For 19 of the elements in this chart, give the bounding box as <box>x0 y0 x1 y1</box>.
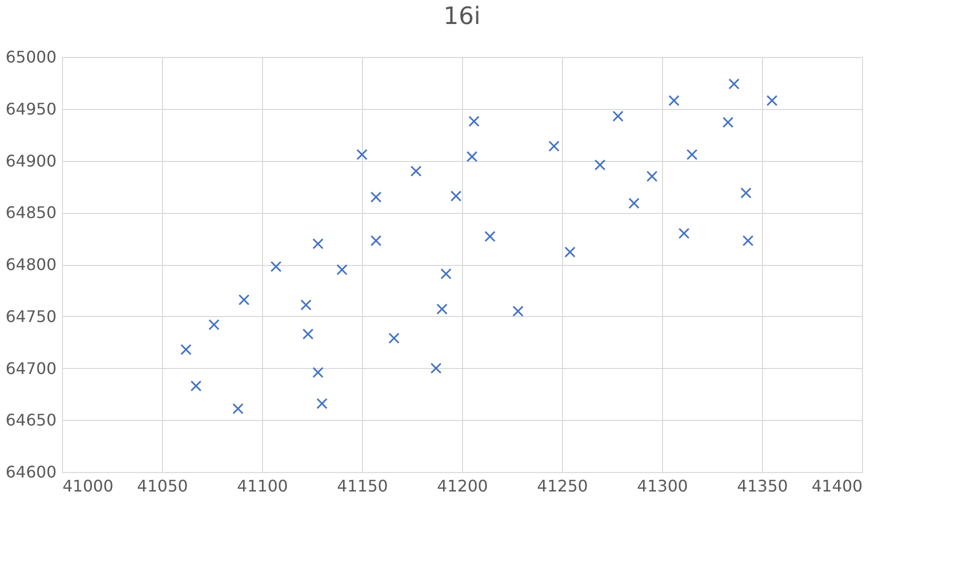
y-tick-label: 64700 <box>6 358 56 378</box>
x-tick-label: 41250 <box>537 476 588 496</box>
y-tick-label: 64750 <box>6 306 56 326</box>
y-tick-label: 65000 <box>6 48 56 66</box>
y-tick-label: 64900 <box>6 151 56 170</box>
x-tick-label: 41350 <box>737 476 788 496</box>
x-tick-label: 41400 <box>812 476 862 496</box>
x-tick-label: 41100 <box>237 476 288 496</box>
x-tick-label: 41300 <box>637 476 688 496</box>
y-tick-label: 64850 <box>6 203 56 222</box>
y-tick-label: 64950 <box>6 99 56 118</box>
x-tick-label: 41050 <box>137 476 188 496</box>
chart-title: 16i <box>443 2 481 30</box>
y-tick-label: 64600 <box>6 462 56 482</box>
x-tick-label: 41150 <box>337 476 388 496</box>
y-tick-label: 64800 <box>6 255 56 274</box>
x-tick-label: 41200 <box>437 476 488 496</box>
y-tick-label: 64650 <box>6 410 56 430</box>
x-tick-label: 41000 <box>62 476 114 496</box>
